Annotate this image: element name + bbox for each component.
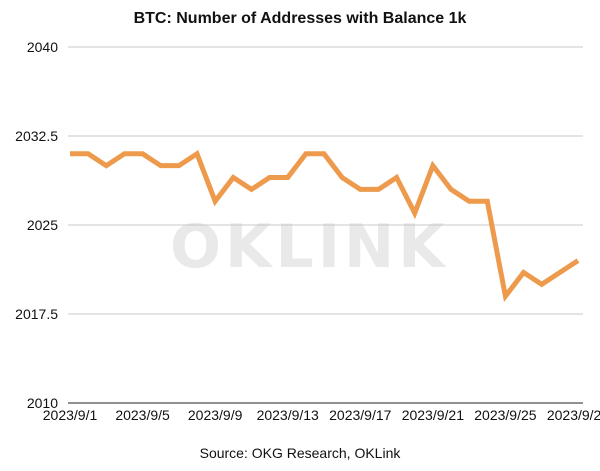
x-tick-label: 2023/9/21	[402, 407, 464, 423]
chart-title: BTC: Number of Addresses with Balance 1k	[133, 10, 467, 27]
y-tick-label: 2017.5	[15, 306, 58, 322]
x-tick-label: 2023/9/25	[474, 407, 536, 423]
x-tick-label: 2023/9/5	[115, 407, 170, 423]
y-tick-label: 2032.5	[15, 128, 58, 144]
watermark-logo: OKLINK	[170, 212, 449, 282]
x-tick-label: 2023/9/13	[257, 407, 319, 423]
x-tick-label: 2023/9/9	[188, 407, 243, 423]
x-tick-label: 2023/9/1	[43, 407, 98, 423]
source-note: Source: OKG Research, OKLink	[199, 445, 401, 461]
x-tick-label: 2023/9/17	[329, 407, 391, 423]
y-tick-label: 2040	[27, 39, 58, 55]
x-tick-label: 2023/9/29	[547, 407, 600, 423]
y-tick-label: 2025	[27, 217, 58, 233]
y-tick-label: 2010	[27, 395, 58, 411]
